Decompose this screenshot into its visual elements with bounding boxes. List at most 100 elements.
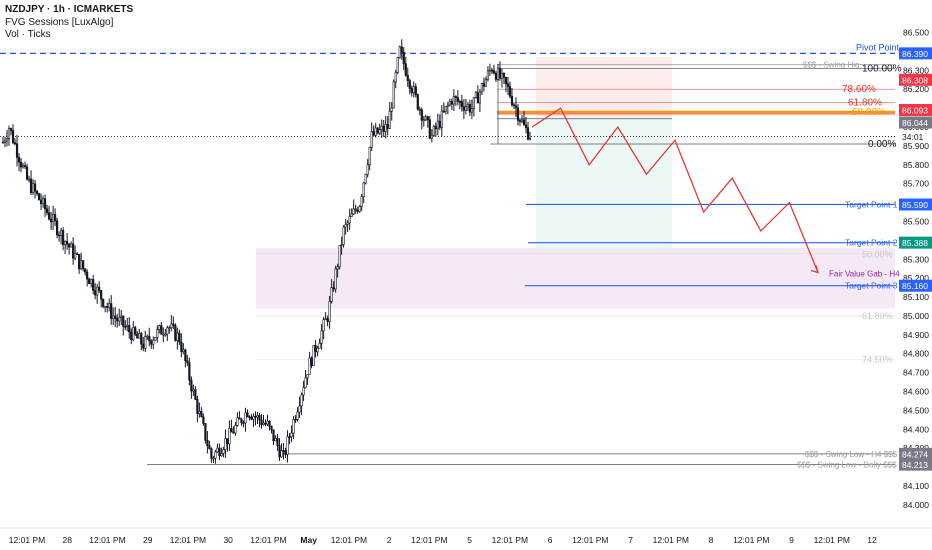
candle-body: [184, 349, 187, 362]
candle-body: [302, 387, 305, 396]
time-tick-label: 12:01 PM: [170, 535, 206, 545]
candle-body: [394, 72, 397, 83]
fvg-61-label: 61.80%: [862, 311, 893, 321]
projection-path: [531, 107, 819, 273]
candle-body: [19, 161, 23, 168]
price-tick-label: 84.700: [903, 368, 929, 378]
candle-body: [364, 174, 367, 184]
candle-body: [290, 432, 293, 438]
candle-body: [292, 418, 295, 434]
price-tick-label: 86.200: [903, 84, 929, 94]
candle-body: [35, 190, 39, 194]
candle-body: [490, 69, 494, 72]
candle-body: [41, 198, 45, 205]
fvg-label: Fair Value Gab - H4: [829, 269, 900, 278]
price-tick-label: 85.300: [903, 254, 929, 264]
candle-body: [238, 417, 241, 420]
candle-body: [126, 325, 129, 327]
candle-body: [318, 342, 321, 349]
candle-body: [33, 183, 37, 192]
candle-body: [514, 105, 518, 109]
tag-countdown-bg: [899, 130, 932, 143]
candle-body: [418, 108, 421, 111]
candle-body: [526, 127, 530, 140]
candle-body: [416, 94, 419, 110]
tag-pivot: 86.390: [902, 49, 928, 59]
candle-body: [72, 243, 75, 259]
time-tick-label: 30: [223, 535, 233, 545]
time-tick-label: 12:01 PM: [9, 535, 45, 545]
candle-body: [49, 218, 53, 223]
candle-body: [252, 415, 255, 420]
candle-body: [84, 268, 87, 273]
candle-body: [516, 107, 520, 121]
time-tick-label: 12:01 PM: [411, 535, 447, 545]
candle-body: [80, 260, 83, 270]
candle-body: [164, 333, 167, 336]
candle-body: [250, 417, 253, 420]
candle-body: [230, 428, 233, 433]
candle-body: [408, 80, 411, 89]
tag-86044-bg: [899, 116, 932, 129]
candle-body: [166, 327, 169, 335]
candle-body: [522, 119, 526, 126]
candle-body: [442, 110, 445, 113]
candle-body: [476, 92, 480, 104]
candle-body: [456, 97, 459, 102]
tag-target-3: 85.160: [902, 281, 928, 291]
candle-body: [222, 449, 225, 454]
candle-body: [478, 91, 482, 104]
candle-body: [508, 86, 512, 97]
candle-body: [23, 165, 27, 168]
candle-body: [188, 362, 191, 381]
candle-body: [348, 216, 351, 224]
candle-body: [260, 419, 263, 425]
candle-body: [524, 124, 528, 128]
candle-body: [528, 137, 532, 140]
time-tick-label: 12:01 PM: [814, 535, 850, 545]
candle-body: [116, 318, 119, 322]
target-3-label: Target Point 3: [845, 281, 898, 291]
candle-body: [202, 416, 205, 424]
candle-body: [414, 86, 417, 96]
candle-body: [168, 327, 171, 330]
candle-body: [274, 437, 277, 442]
candle-body: [300, 394, 303, 407]
candles-layer: [1, 39, 532, 464]
tag-swing-low-h4-bg: [899, 447, 932, 460]
candle-body: [278, 445, 281, 458]
candle-body: [3, 140, 7, 143]
candle-body: [382, 125, 385, 132]
candle-body: [156, 329, 159, 338]
candle-body: [312, 345, 315, 366]
time-tick-label: 29: [143, 535, 153, 545]
candle-body: [29, 178, 33, 194]
time-tick-label: 6: [548, 535, 553, 545]
candle-body: [142, 343, 145, 349]
candle-body: [224, 438, 227, 451]
candle-body: [346, 222, 349, 225]
candle-body: [192, 389, 195, 392]
price-tick-label: 84.100: [903, 481, 929, 491]
candle-body: [360, 196, 363, 207]
candle-body: [314, 345, 317, 353]
candle-body: [380, 125, 383, 130]
candle-body: [62, 230, 65, 245]
time-tick-label: May: [300, 535, 317, 545]
candle-body: [148, 335, 151, 342]
candle-body: [110, 303, 113, 319]
candle-body: [248, 416, 251, 418]
candle-body: [332, 287, 335, 290]
candle-body: [308, 357, 311, 375]
price-tick-label: 85.500: [903, 216, 929, 226]
price-tags: 86.390 86.308 86.093 86.044 34:01 85.590 85.38…: [899, 47, 932, 471]
price-tick-label: 84.600: [903, 387, 929, 397]
candle-body: [488, 69, 492, 72]
candle-body: [128, 325, 131, 333]
candle-body: [356, 209, 359, 212]
candle-body: [404, 63, 407, 76]
candle-body: [368, 147, 371, 165]
time-tick-label: 12:01 PM: [653, 535, 689, 545]
candle-body: [512, 104, 516, 107]
